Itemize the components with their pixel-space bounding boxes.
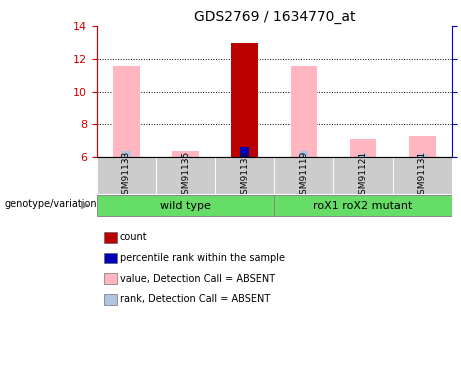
Bar <box>300 151 308 157</box>
Bar <box>274 157 333 194</box>
Text: GSM91135: GSM91135 <box>181 151 190 200</box>
Bar <box>393 157 452 194</box>
Text: GSM91121: GSM91121 <box>359 151 367 200</box>
Text: wild type: wild type <box>160 201 211 211</box>
Text: GSM91133: GSM91133 <box>122 151 131 200</box>
Text: GSM91131: GSM91131 <box>418 151 427 200</box>
Bar <box>240 147 249 157</box>
Bar <box>97 157 156 194</box>
Text: GSM91138: GSM91138 <box>240 151 249 200</box>
Text: count: count <box>120 232 148 242</box>
Bar <box>122 151 131 157</box>
Text: roX1 roX2 mutant: roX1 roX2 mutant <box>313 201 413 211</box>
Text: percentile rank within the sample: percentile rank within the sample <box>120 253 285 263</box>
Bar <box>97 195 274 216</box>
Bar <box>240 147 249 157</box>
Text: ▶: ▶ <box>82 200 90 209</box>
Bar <box>156 157 215 194</box>
Bar <box>231 43 258 157</box>
Bar <box>359 154 367 157</box>
Bar <box>181 156 190 157</box>
Text: value, Detection Call = ABSENT: value, Detection Call = ABSENT <box>120 274 275 284</box>
Bar <box>350 139 376 157</box>
Bar <box>113 66 140 157</box>
Bar <box>333 157 393 194</box>
Bar <box>215 157 274 194</box>
Bar <box>418 154 426 157</box>
Text: GSM91119: GSM91119 <box>299 151 308 200</box>
Bar <box>409 136 436 157</box>
Title: GDS2769 / 1634770_at: GDS2769 / 1634770_at <box>194 10 355 24</box>
Bar <box>274 195 452 216</box>
Text: genotype/variation: genotype/variation <box>5 200 97 209</box>
Bar <box>231 147 258 157</box>
Bar <box>290 66 317 157</box>
Bar <box>172 151 199 157</box>
Text: rank, Detection Call = ABSENT: rank, Detection Call = ABSENT <box>120 294 270 304</box>
